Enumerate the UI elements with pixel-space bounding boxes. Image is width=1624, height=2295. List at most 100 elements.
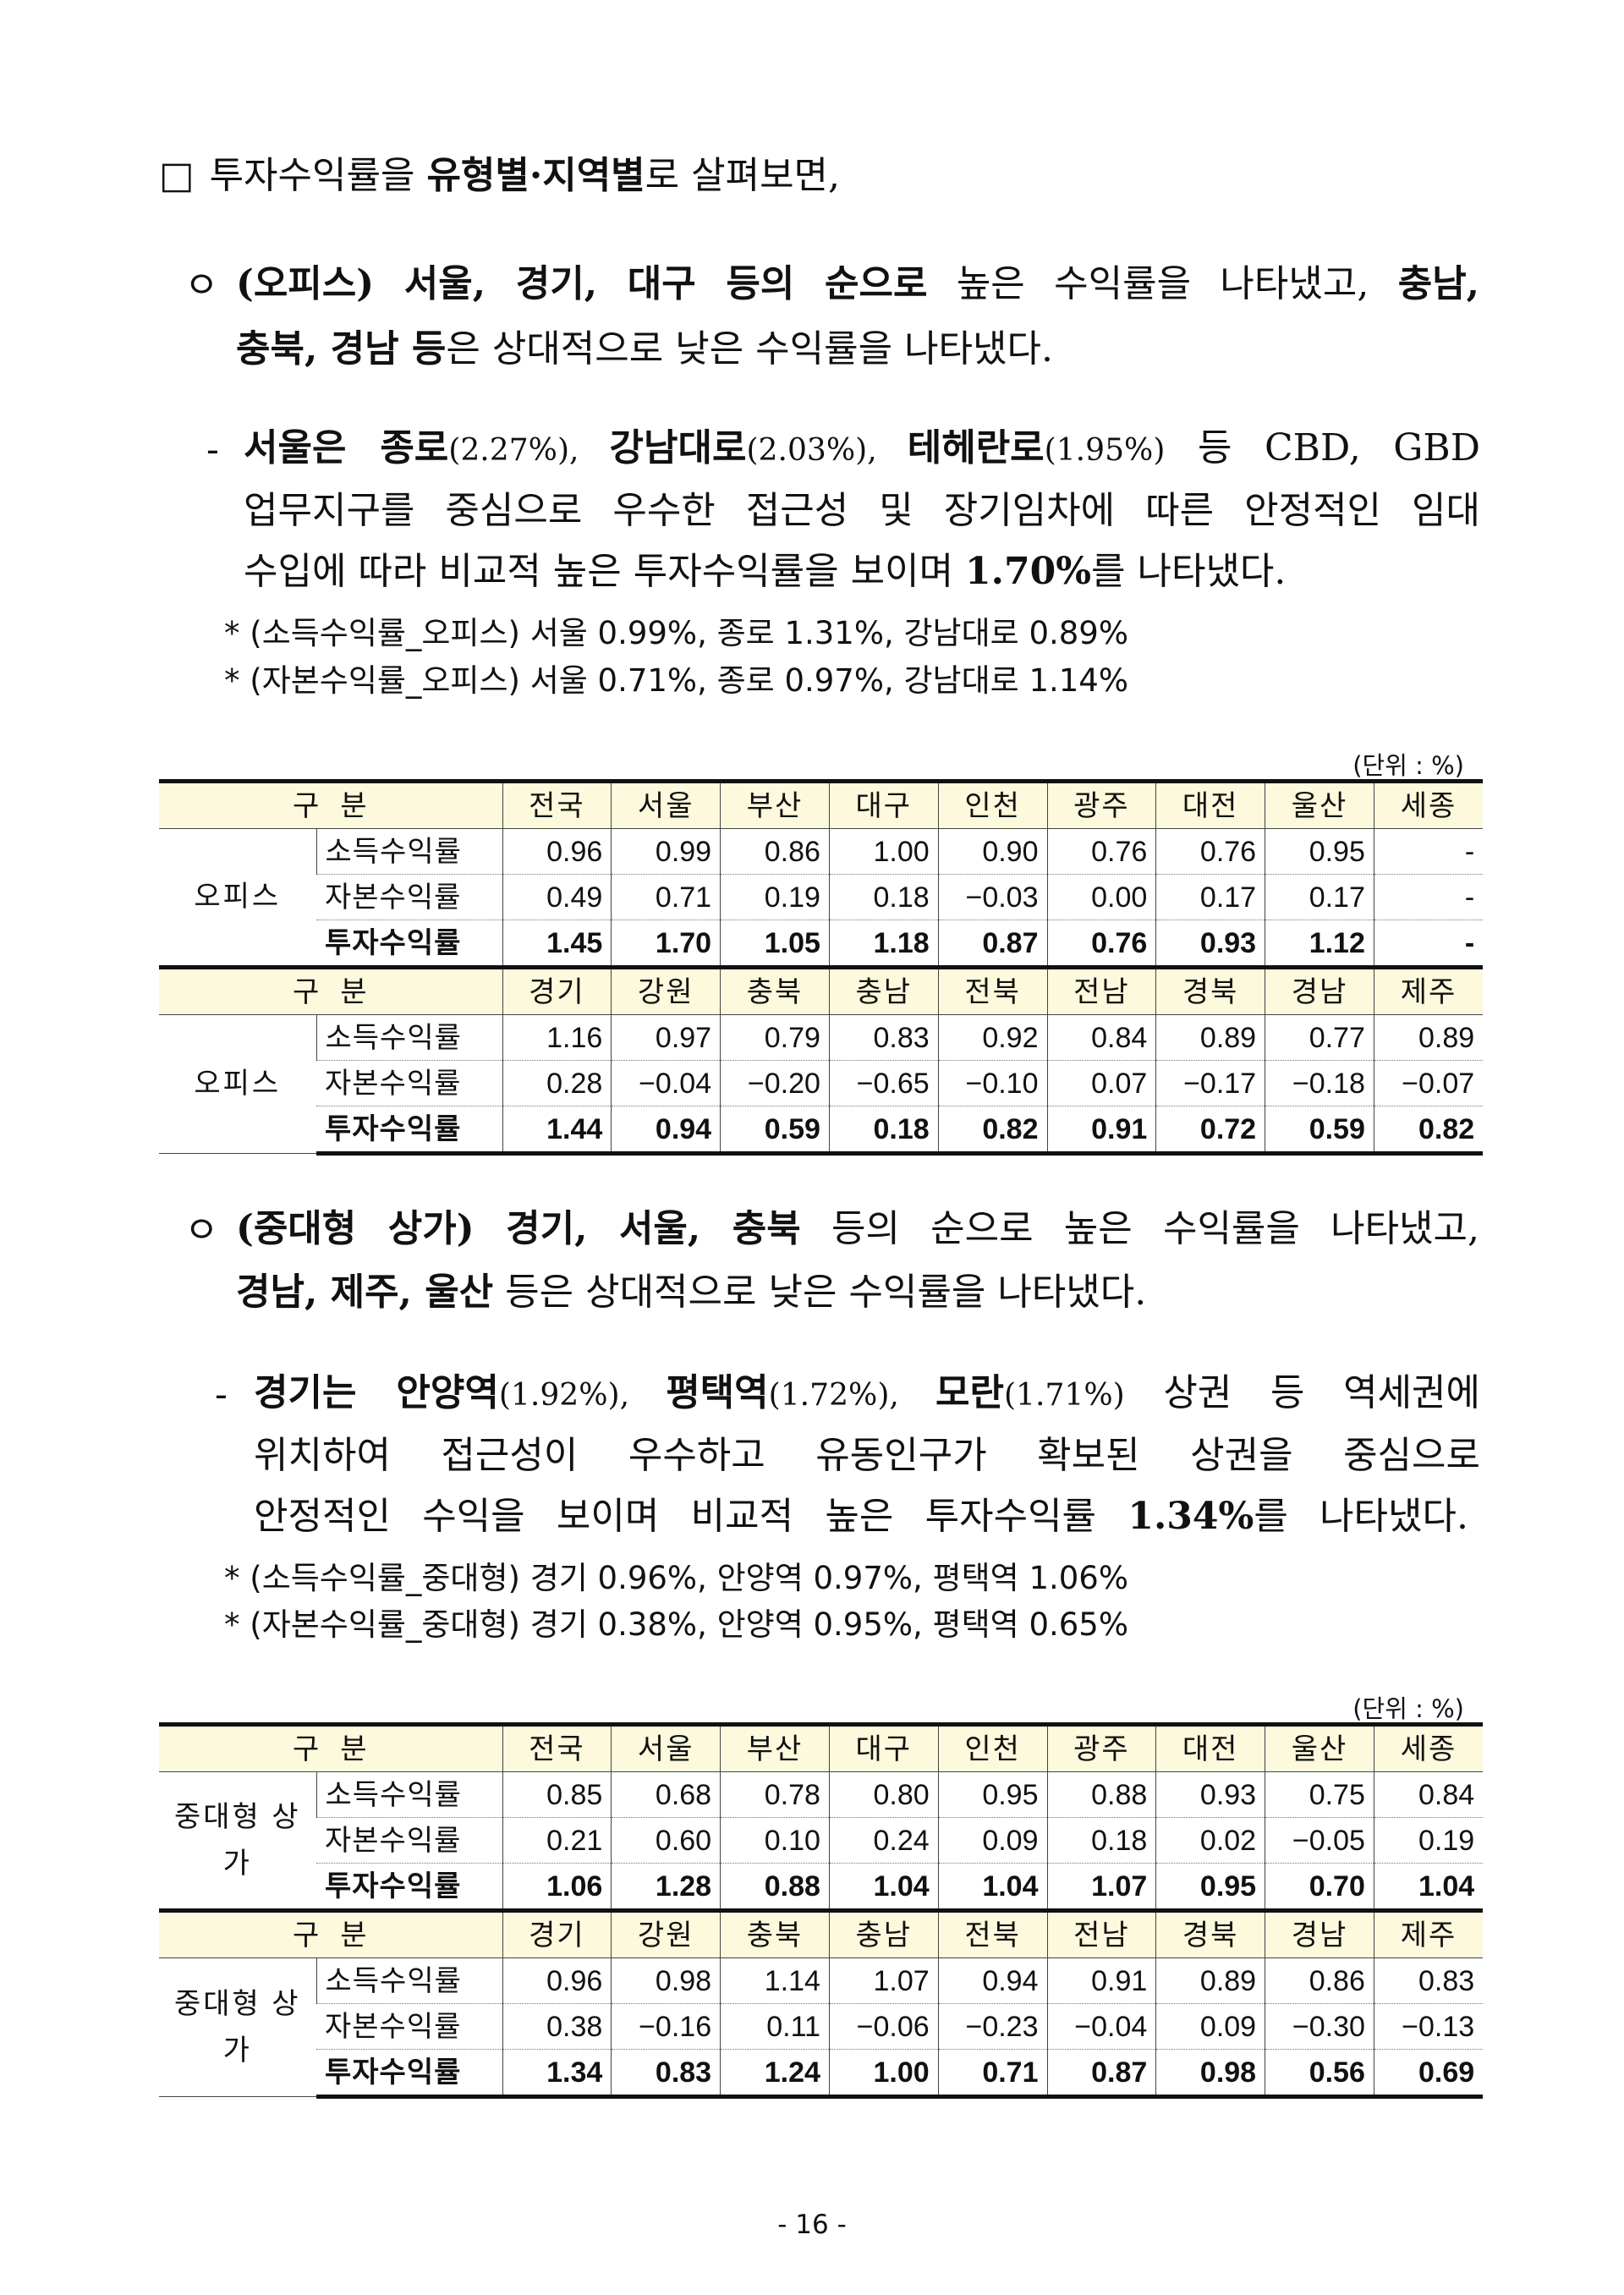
value-cell: 0.09: [1155, 2003, 1265, 2050]
value-cell: 0.09: [937, 1817, 1047, 1864]
header-region: 인천: [937, 779, 1047, 829]
value-cell: 1.34: [502, 2049, 612, 2099]
table-row: 중대형 상가 소득수익률 0.85 0.68 0.78 0.80 0.95 0.88 0.93 0…: [159, 1771, 1484, 1911]
header-region: 충북: [720, 1908, 830, 1958]
row-label: 소득수익률: [315, 1957, 503, 2004]
value-cell: −0.10: [937, 1060, 1047, 1106]
value-cell: 0.69: [1373, 2049, 1484, 2099]
table-row: 오피스 소득수익률 1.16 0.97 0.79 0.83 0.92 0.84 0.89 0.77…: [159, 1014, 1484, 1154]
heading-text: 투자수익률을 유형별·지역별로 살펴보면,: [210, 154, 840, 197]
header-region: 광주: [1046, 779, 1156, 829]
header-region: 부산: [720, 1722, 830, 1772]
header-category: 구 분: [159, 965, 503, 1015]
table2-unit: (단위 : %): [1352, 1694, 1464, 1723]
row-label: 투자수익률: [316, 1106, 503, 1156]
table-header-row: 구 분 경기 강원 충북 충남 전북 전남 경북 경남 제주: [159, 965, 1484, 1015]
header-region: 광주: [1046, 1722, 1156, 1772]
value-cell: 0.60: [611, 1817, 721, 1864]
office-detail-line-3: 수입에 따라 비교적 높은 투자수익률을 보이며 1.70%를 나타냈다.: [244, 553, 1286, 590]
value-cell: 0.93: [1155, 920, 1265, 968]
office-bullet: ㅇ: [184, 264, 219, 307]
checkbox-square-icon: □: [159, 154, 195, 197]
retail-dash: -: [215, 1373, 228, 1416]
header-region: 울산: [1265, 779, 1374, 829]
header-region: 경북: [1155, 1908, 1265, 1958]
value-cell: −0.04: [611, 1060, 721, 1106]
row-group-label: 오피스: [159, 1014, 316, 1154]
value-cell: 0.83: [611, 2049, 721, 2099]
table1-unit: (단위 : %): [1352, 751, 1464, 780]
office-note-capital: * (자본수익률_오피스) 서울 0.71%, 종로 0.97%, 강남대로 1…: [224, 662, 1128, 699]
text-run: (2.27%),: [448, 432, 610, 468]
value-cell: 0.00: [1046, 874, 1156, 920]
value-cell: 0.75: [1265, 1771, 1374, 1818]
value-cell: −0.17: [1155, 1060, 1265, 1106]
header-region: 전남: [1046, 1908, 1156, 1958]
header-region: 전남: [1046, 965, 1156, 1015]
row-label: 자본수익률: [316, 1817, 503, 1864]
value-cell: 0.56: [1265, 2049, 1374, 2099]
value-cell: 0.76: [1155, 828, 1265, 875]
table-row: 자본수익률 0.38 −0.16 0.11 −0.06 −0.23 −0.04 0.09 −0.…: [159, 2003, 1484, 2050]
value-cell: −0.20: [720, 1060, 830, 1106]
retail-note-income: * (소득수익률_중대형) 경기 0.96%, 안양역 0.97%, 평택역 1…: [224, 1560, 1128, 1596]
header-region: 강원: [611, 1908, 721, 1958]
bold-text-run: 충북, 경남 등: [236, 327, 447, 371]
header-region: 세종: [1373, 1722, 1484, 1772]
value-cell: −0.30: [1265, 2003, 1374, 2050]
value-cell: 0.10: [720, 1817, 830, 1864]
text-run: 로 살펴보면,: [645, 154, 841, 197]
bold-text-run: (오피스) 서울, 경기, 대구 등의 순으로: [236, 262, 928, 305]
value-cell: 0.91: [1046, 1106, 1156, 1156]
retail-detail-line-3: 안정적인 수익을 보이며 비교적 높은 투자수익률 1.34%를 나타냈다.: [254, 1498, 1468, 1535]
header-region: 경남: [1265, 1908, 1374, 1958]
row-label: 투자수익률: [316, 1863, 503, 1911]
value-cell: 0.98: [1155, 2049, 1265, 2099]
retail-detail-line-2: 위치하여 접근성이 우수하고 유동인구가 확보된 상권을 중심으로: [254, 1437, 1480, 1474]
value-cell: 0.96: [502, 828, 612, 875]
value-cell: 0.18: [828, 1106, 939, 1156]
row-label: 자본수익률: [316, 2003, 503, 2050]
value-cell: 0.90: [937, 828, 1047, 875]
value-cell: −0.16: [611, 2003, 721, 2050]
value-cell: 1.16: [502, 1014, 612, 1061]
value-cell: 1.07: [1046, 1863, 1156, 1911]
text-run: (1.92%),: [498, 1377, 667, 1413]
value-cell: −0.18: [1265, 1060, 1374, 1106]
value-cell: 1.00: [828, 828, 939, 875]
value-cell: 0.21: [502, 1817, 612, 1864]
text-run: (1.95%): [1044, 432, 1166, 468]
value-cell: 0.79: [720, 1014, 830, 1061]
retail-detail-line-1: 경기는 안양역(1.92%), 평택역(1.72%), 모란(1.71%) 상권…: [254, 1375, 1480, 1412]
bold-text-run: (중대형 상가) 경기, 서울, 충북: [236, 1207, 801, 1250]
table-row: 오피스 소득수익률 0.96 0.99 0.86 1.00 0.90 0.76 0.76 0.95…: [159, 828, 1484, 968]
value-cell: 0.76: [1046, 828, 1156, 875]
value-cell: 0.94: [611, 1106, 721, 1156]
section-heading: □ 투자수익률을 유형별·지역별로 살펴보면,: [159, 157, 840, 195]
header-region: 인천: [937, 1722, 1047, 1772]
office-detail-line-2: 업무지구를 중심으로 우수한 접근성 및 장기임차에 따른 안정적인 임대: [244, 492, 1480, 530]
table-row: 투자수익률 1.44 0.94 0.59 0.18 0.82 0.91 0.72 0.59 0.8…: [159, 1106, 1484, 1156]
value-cell: 1.00: [828, 2049, 939, 2099]
bold-text-run: 강남대로: [609, 426, 747, 469]
value-cell: 1.24: [720, 2049, 830, 2099]
bold-text-run: 테헤란로: [907, 426, 1045, 469]
value-cell: 0.82: [1373, 1106, 1484, 1156]
value-cell: 0.78: [720, 1771, 830, 1818]
text-run: 투자수익률을: [209, 154, 427, 197]
text-run: (1.71%): [1003, 1377, 1125, 1413]
text-run: 업무지구를 중심으로 우수한 접근성 및 장기임차에 따른 안정적인 임대: [244, 489, 1480, 532]
row-label: 투자수익률: [316, 2049, 503, 2099]
office-returns-table: 구 분 전국 서울 부산 대구 인천 광주 대전 울산 세종 오피스 소득수익률 0.96 0.99 0.8…: [159, 779, 1484, 1156]
header-region: 전북: [937, 965, 1047, 1015]
value-cell: 0.17: [1265, 874, 1374, 920]
office-summary-line-1: (오피스) 서울, 경기, 대구 등의 순으로 높은 수익률을 나타냈고, 충남…: [236, 266, 1479, 303]
value-cell: −0.65: [828, 1060, 939, 1106]
value-cell: -: [1373, 828, 1484, 875]
row-label: 자본수익률: [316, 1060, 503, 1106]
value-cell: 1.04: [1373, 1863, 1484, 1911]
value-cell: 0.84: [1046, 1014, 1156, 1061]
value-cell: 0.59: [1265, 1106, 1374, 1156]
value-cell: 0.49: [502, 874, 612, 920]
retail-note-capital: * (자본수익률_중대형) 경기 0.38%, 안양역 0.95%, 평택역 0…: [224, 1606, 1128, 1643]
